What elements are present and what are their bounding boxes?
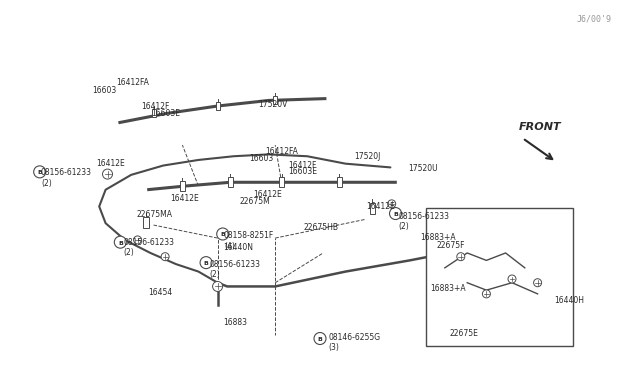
Circle shape bbox=[102, 169, 113, 179]
Text: 17520V: 17520V bbox=[258, 100, 287, 109]
Text: 16412F: 16412F bbox=[141, 102, 170, 110]
Bar bbox=[152, 109, 156, 118]
Text: 16603E: 16603E bbox=[289, 167, 317, 176]
Circle shape bbox=[161, 253, 169, 261]
Text: 22675MA: 22675MA bbox=[136, 210, 172, 219]
Text: 22675E: 22675E bbox=[449, 329, 478, 338]
Circle shape bbox=[388, 200, 396, 208]
Circle shape bbox=[200, 257, 212, 269]
Bar bbox=[337, 177, 342, 187]
Text: 16412E: 16412E bbox=[170, 194, 199, 203]
Text: 17520J: 17520J bbox=[354, 152, 380, 161]
Text: B: B bbox=[220, 232, 225, 237]
Circle shape bbox=[390, 208, 401, 219]
Circle shape bbox=[212, 282, 223, 291]
Text: 16603: 16603 bbox=[92, 86, 116, 95]
Text: 16883+A: 16883+A bbox=[430, 284, 466, 293]
Text: 22675F: 22675F bbox=[436, 241, 465, 250]
Text: B: B bbox=[118, 241, 123, 246]
Bar bbox=[143, 217, 148, 228]
Text: 16454: 16454 bbox=[148, 288, 173, 297]
Text: 16440N: 16440N bbox=[223, 243, 253, 252]
Text: 08146-6255G
(3): 08146-6255G (3) bbox=[328, 333, 380, 352]
Text: FRONT: FRONT bbox=[518, 122, 561, 132]
Text: 08156-61233
(2): 08156-61233 (2) bbox=[209, 260, 260, 279]
Bar bbox=[216, 102, 220, 110]
Bar bbox=[228, 177, 233, 187]
Text: 16412F: 16412F bbox=[289, 161, 317, 170]
Text: J6/00'9: J6/00'9 bbox=[576, 15, 611, 24]
Text: 08156-61233
(2): 08156-61233 (2) bbox=[399, 212, 450, 231]
Text: 16412FA: 16412FA bbox=[266, 147, 298, 156]
Bar bbox=[180, 181, 185, 191]
Circle shape bbox=[483, 290, 490, 298]
Text: 08156-61233
(2): 08156-61233 (2) bbox=[124, 238, 175, 257]
Circle shape bbox=[508, 275, 516, 283]
Circle shape bbox=[134, 236, 141, 244]
Text: 16412FA: 16412FA bbox=[116, 78, 149, 87]
Bar bbox=[426, 208, 573, 346]
Bar bbox=[273, 96, 277, 105]
Text: B: B bbox=[393, 212, 398, 217]
Text: 16412E: 16412E bbox=[96, 159, 125, 168]
Text: 08156-61233
(2): 08156-61233 (2) bbox=[41, 168, 92, 187]
Text: 16440H: 16440H bbox=[554, 296, 584, 305]
Circle shape bbox=[534, 279, 541, 287]
Text: 22675M: 22675M bbox=[240, 197, 271, 206]
Circle shape bbox=[115, 236, 126, 248]
Text: 16412E: 16412E bbox=[253, 190, 282, 199]
Text: 16603: 16603 bbox=[250, 154, 274, 163]
Text: B: B bbox=[37, 170, 42, 175]
Circle shape bbox=[314, 333, 326, 344]
Text: 16603E: 16603E bbox=[152, 109, 180, 118]
Text: 17520U: 17520U bbox=[408, 164, 438, 173]
Circle shape bbox=[217, 228, 228, 240]
Text: B: B bbox=[204, 261, 209, 266]
Circle shape bbox=[457, 253, 465, 261]
Text: 08158-8251F
(4): 08158-8251F (4) bbox=[224, 231, 275, 251]
Text: 22675HB: 22675HB bbox=[303, 223, 339, 232]
Text: 16883+A: 16883+A bbox=[420, 233, 456, 242]
Circle shape bbox=[34, 166, 45, 178]
Bar bbox=[370, 203, 375, 214]
Text: 16412E: 16412E bbox=[366, 202, 395, 211]
Bar bbox=[279, 177, 284, 187]
Text: 16883: 16883 bbox=[223, 318, 246, 327]
Text: B: B bbox=[317, 337, 323, 342]
